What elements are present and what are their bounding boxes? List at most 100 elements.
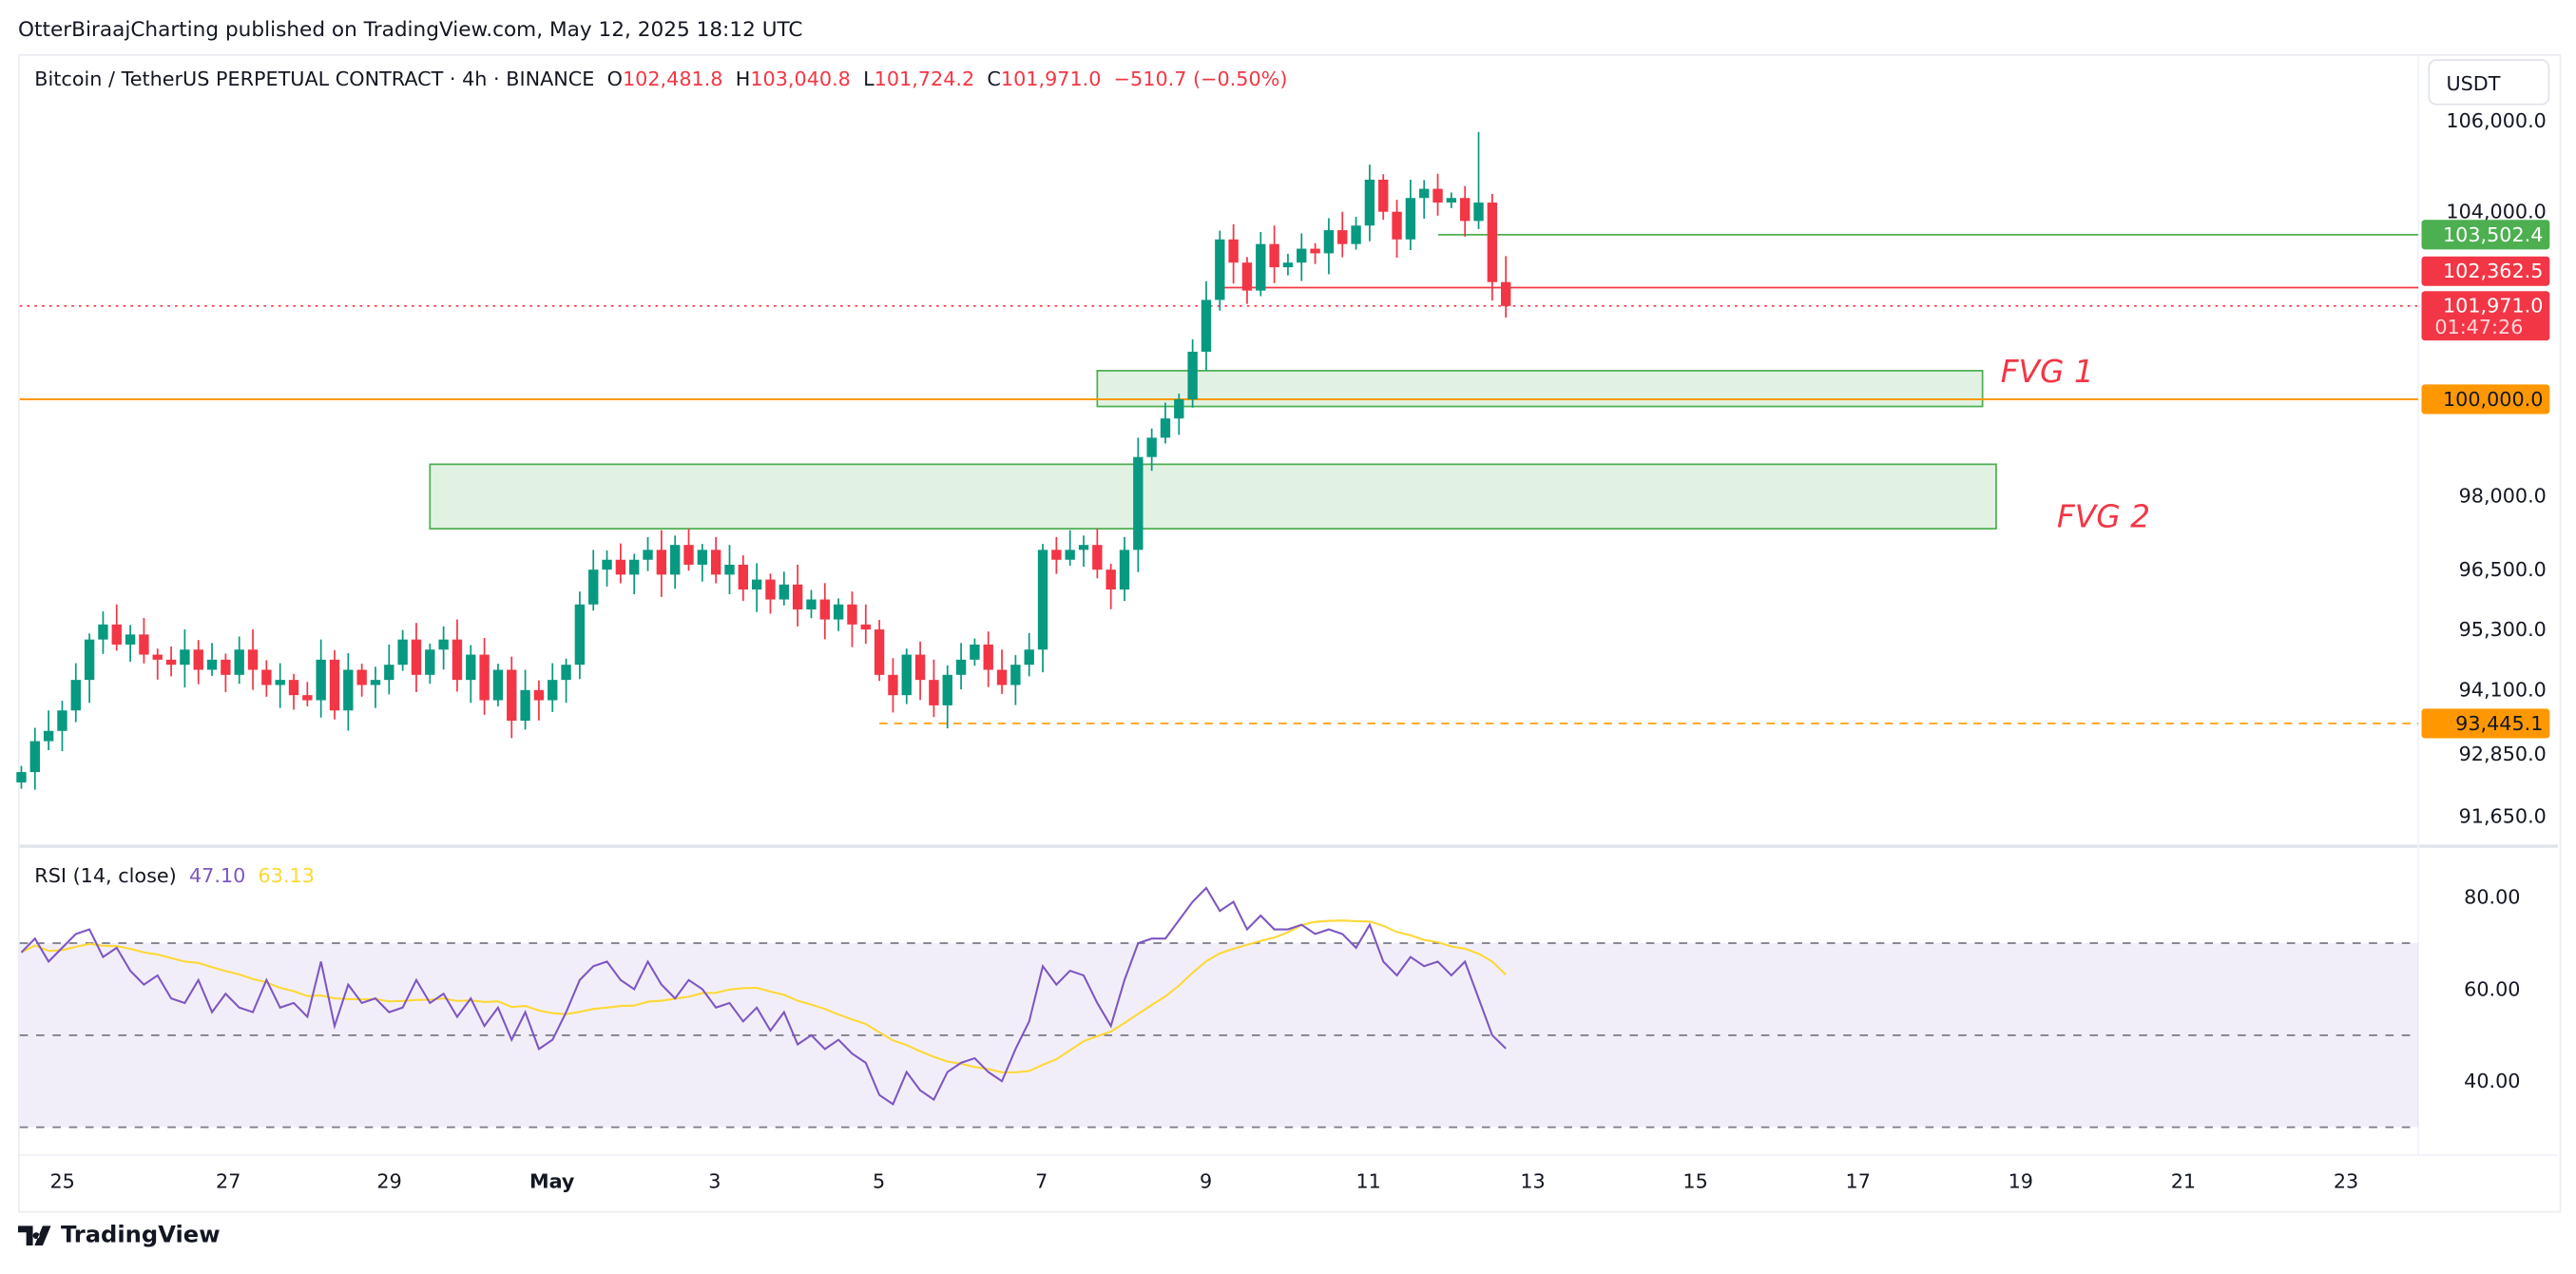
candle-body xyxy=(275,680,285,685)
candle-body xyxy=(288,680,299,696)
price-tick: 106,000.0 xyxy=(2446,109,2546,132)
fvg-label: FVG 1 xyxy=(2001,354,2094,390)
candle-body xyxy=(234,649,244,675)
candle-body xyxy=(1187,351,1198,399)
low-value: 101,724.2 xyxy=(874,67,975,91)
price-tick: 95,300.0 xyxy=(2459,618,2547,641)
candle-body xyxy=(520,689,530,721)
candle-body xyxy=(819,599,830,620)
candle-body xyxy=(479,654,490,701)
candle-body xyxy=(533,689,545,701)
candle-body xyxy=(84,639,95,681)
price-tick: 92,850.0 xyxy=(2459,743,2547,765)
fvg-zone xyxy=(429,463,1997,530)
candle-body xyxy=(1078,545,1089,550)
candle-body xyxy=(1500,281,1511,306)
candle-body xyxy=(438,639,449,650)
candle-body xyxy=(397,639,408,666)
candle-body xyxy=(1160,418,1171,438)
candle-body xyxy=(411,639,422,675)
candle-body xyxy=(683,545,694,565)
candle-body xyxy=(588,569,599,605)
candle-body xyxy=(615,559,626,575)
candle-body xyxy=(1228,239,1239,263)
price-tick: 98,000.0 xyxy=(2459,484,2547,507)
fvg-zone xyxy=(1096,370,1984,408)
price-label-bg xyxy=(2421,708,2550,739)
candle-body xyxy=(724,564,735,575)
candle-body xyxy=(1405,198,1416,240)
candle-body xyxy=(247,649,259,670)
price-label-bg xyxy=(2421,220,2550,250)
time-tick: 27 xyxy=(216,1170,240,1193)
candle-body xyxy=(1201,299,1212,352)
candle-body xyxy=(806,599,817,610)
time-tick: 21 xyxy=(2171,1170,2196,1193)
candle-body xyxy=(1297,248,1307,263)
open-value: 102,481.8 xyxy=(622,67,723,91)
candle-body xyxy=(574,604,586,666)
candle-body xyxy=(710,550,721,575)
candle-body xyxy=(152,654,163,660)
currency-button[interactable]: USDT xyxy=(2428,59,2550,106)
time-tick: 29 xyxy=(376,1170,401,1193)
candle-body xyxy=(125,634,136,645)
candle-body xyxy=(43,730,54,742)
close-label: C xyxy=(987,67,1001,91)
candle-body xyxy=(1024,649,1034,666)
rsi-title[interactable]: RSI (14, close) xyxy=(34,864,177,888)
candle-body xyxy=(1337,230,1348,244)
candle-body xyxy=(983,644,993,670)
rsi-legend: RSI (14, close) 47.10 63.13 xyxy=(34,864,315,887)
candle-body xyxy=(765,579,776,600)
candle-body xyxy=(1473,203,1484,222)
candle-body xyxy=(1146,437,1157,457)
candle-body xyxy=(1392,211,1402,240)
candle-body xyxy=(643,550,653,560)
candle-body xyxy=(452,639,463,681)
high-value: 103,040.8 xyxy=(750,67,851,91)
candle-body xyxy=(370,680,381,685)
candle-body xyxy=(751,579,762,590)
candle-body xyxy=(629,559,640,575)
candle-body xyxy=(1051,550,1062,560)
tradingview-logo[interactable]: TradingView xyxy=(18,1223,221,1249)
candle-body xyxy=(193,649,203,670)
rsi-tick: 40.00 xyxy=(2464,1070,2520,1092)
candle-body xyxy=(697,550,708,565)
time-tick: 13 xyxy=(1520,1170,1545,1193)
candle-body xyxy=(1364,179,1375,226)
candle-body xyxy=(316,659,326,701)
candle-body xyxy=(847,604,857,625)
open-label: O xyxy=(606,67,623,91)
fvg-label: FVG 2 xyxy=(2057,498,2150,534)
candle-body xyxy=(343,669,354,711)
price-tick: 94,100.0 xyxy=(2459,679,2547,702)
candle-body xyxy=(929,680,939,705)
candle-body xyxy=(206,659,218,670)
low-label: L xyxy=(863,67,875,91)
candle-body xyxy=(356,669,367,685)
candle-body xyxy=(384,665,394,681)
chart-frame[interactable] xyxy=(18,54,2562,1213)
candle-body xyxy=(29,741,40,773)
rsi-line xyxy=(20,886,1507,1106)
candle-body xyxy=(1215,239,1225,300)
candle-body xyxy=(57,710,67,731)
candle-body xyxy=(1092,545,1103,570)
candle-body xyxy=(1133,456,1144,550)
time-tick: 17 xyxy=(1846,1170,1871,1193)
candle-body xyxy=(901,654,912,696)
symbol-title[interactable]: Bitcoin / TetherUS PERPETUAL CONTRACT · … xyxy=(34,67,595,91)
time-tick: 23 xyxy=(2334,1170,2358,1193)
publish-info: OtterBiraajCharting published on Trading… xyxy=(18,16,803,42)
candle-body xyxy=(1065,550,1075,560)
time-tick: 11 xyxy=(1355,1170,1380,1193)
candle-body xyxy=(221,659,231,675)
price-tick: 96,500.0 xyxy=(2459,558,2547,581)
candle-body xyxy=(955,659,967,675)
price-label-bg xyxy=(2421,291,2550,341)
candle-body xyxy=(1446,198,1457,203)
